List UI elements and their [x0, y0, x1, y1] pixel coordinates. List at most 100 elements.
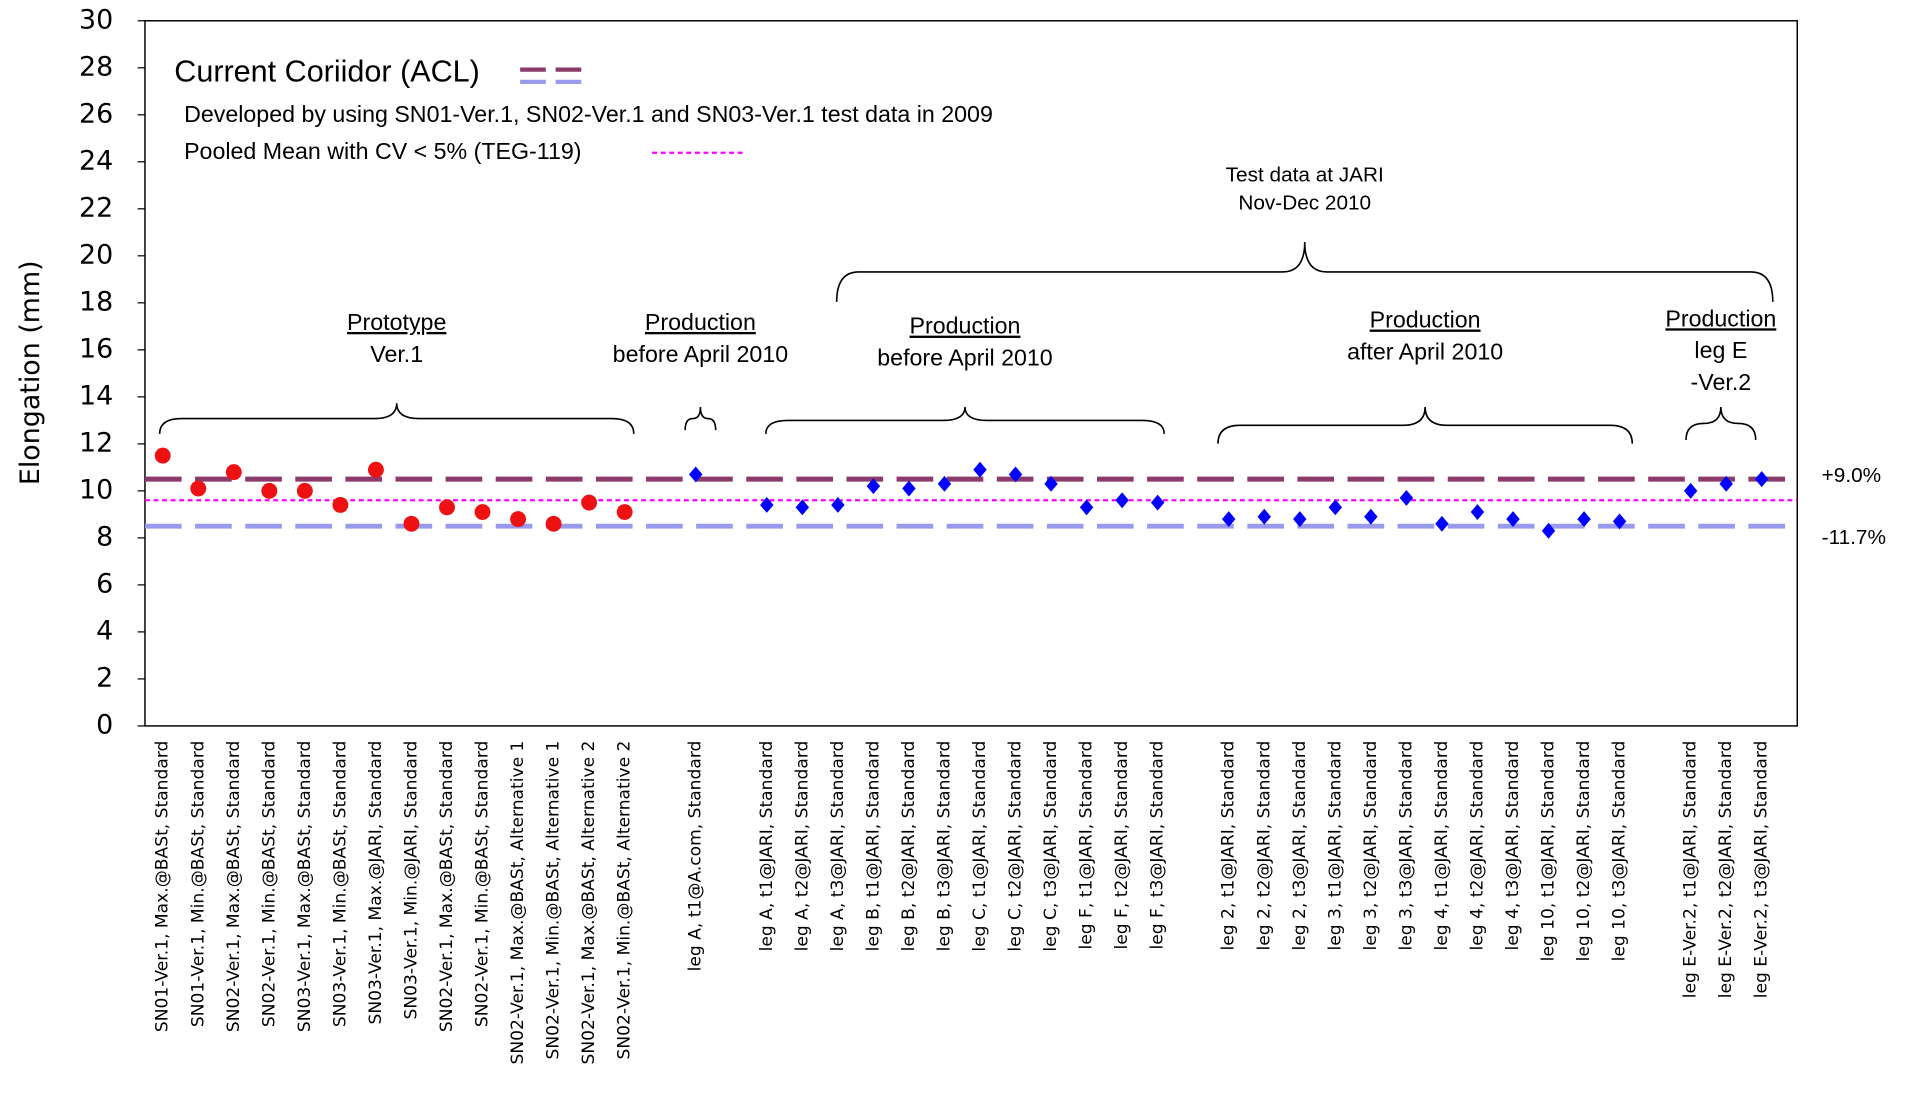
data-point: [190, 480, 207, 497]
x-tick-label: leg 3, t3@JARI, Standard: [1396, 741, 1416, 951]
data-point: [1754, 471, 1769, 488]
y-tick-label: 4: [96, 615, 113, 646]
y-tick-label: 24: [79, 145, 113, 176]
x-tick-label: leg E-Ver.2, t2@JARI, Standard: [1716, 741, 1736, 999]
brace: [765, 406, 1165, 434]
x-tick-label: leg C, t1@JARI, Standard: [970, 741, 990, 952]
x-tick-label: SN02-Ver.1, Min.@BASt, Alternative 1: [544, 741, 564, 1060]
x-tick-label: leg 2, t1@JARI, Standard: [1219, 741, 1239, 951]
legend-note: Developed by using SN01-Ver.1, SN02-Ver.…: [184, 101, 993, 127]
x-tick-label: leg 10, t2@JARI, Standard: [1574, 741, 1594, 962]
x-tick-label: SN03-Ver.1, Max.@JARI, Standard: [366, 741, 386, 1025]
annotation: Test data at JARI: [1226, 163, 1384, 186]
data-point: [1222, 511, 1236, 528]
y-tick-label: 8: [96, 521, 113, 552]
x-tick-label: leg 3, t2@JARI, Standard: [1361, 741, 1381, 951]
data-point: [1364, 508, 1378, 525]
x-tick-label: SN02-Ver.1, Min.@BASt, Alternative 2: [615, 741, 635, 1060]
x-tick-label: leg C, t3@JARI, Standard: [1041, 741, 1061, 952]
x-tick-label: SN02-Ver.1, Max.@BASt, Alternative 2: [579, 741, 599, 1065]
data-point: [616, 504, 633, 520]
data-point: [1541, 522, 1556, 539]
x-tick-label: leg 2, t2@JARI, Standard: [1254, 741, 1274, 951]
annotation: Production: [1665, 305, 1776, 331]
x-tick-label: leg 4, t3@JARI, Standard: [1503, 741, 1523, 951]
data-point: [439, 499, 455, 516]
data-point: [973, 461, 987, 478]
data-point: [367, 461, 384, 478]
brace: [158, 403, 635, 434]
brace: [835, 241, 1774, 302]
x-tick-label: leg E-Ver.2, t1@JARI, Standard: [1681, 741, 1701, 999]
annotation: before April 2010: [877, 344, 1052, 370]
y-tick-label: 14: [79, 380, 113, 411]
legend-label: Pooled Mean with CV < 5% (TEG-119): [184, 138, 581, 164]
data-point: [261, 482, 278, 499]
annotation: Ver.1: [370, 341, 423, 367]
y-tick-label: 12: [79, 427, 113, 458]
annotation: Nov-Dec 2010: [1238, 192, 1371, 215]
y-tick-label: 0: [96, 709, 113, 740]
x-tick-label: leg 2, t3@JARI, Standard: [1290, 741, 1310, 951]
x-tick-label: leg E-Ver.2, t3@JARI, Standard: [1752, 741, 1772, 999]
annotation: before April 2010: [613, 341, 788, 367]
x-tick-label: leg 4, t2@JARI, Standard: [1467, 741, 1487, 951]
x-tick-label: SN03-Ver.1, Min.@BASt, Standard: [330, 741, 350, 1028]
brace: [1685, 406, 1757, 440]
y-tick-label: 30: [79, 4, 113, 35]
annotation: Production: [645, 309, 756, 335]
x-tick-label: SN02-Ver.1, Max.@BASt, Standard: [224, 741, 244, 1033]
x-tick-label: leg F, t1@JARI, Standard: [1077, 741, 1097, 950]
data-point: [1328, 499, 1343, 516]
x-tick-label: leg A, t1@JARI, Standard: [757, 741, 777, 952]
data-point: [154, 447, 171, 464]
x-tick-label: SN02-Ver.1, Max.@BASt, Standard: [437, 741, 457, 1033]
corridor-label: -11.7%: [1822, 526, 1886, 549]
data-point: [1399, 489, 1414, 506]
y-tick-label: 22: [79, 192, 113, 223]
corridor-label: +9.0%: [1822, 464, 1881, 487]
data-point: [1150, 494, 1165, 511]
data-point: [1470, 504, 1485, 520]
x-tick-label: leg A, t3@JARI, Standard: [828, 741, 848, 952]
x-tick-label: SN03-Ver.1, Max.@BASt, Standard: [295, 741, 315, 1033]
data-point: [1683, 482, 1698, 499]
y-tick-label: 2: [96, 662, 113, 693]
annotation: -Ver.2: [1691, 369, 1752, 395]
x-tick-label: SN02-Ver.1, Max.@BASt, Alternative 1: [508, 741, 528, 1065]
annotation: Prototype: [347, 309, 446, 335]
y-tick-label: 20: [79, 239, 113, 270]
data-point: [545, 515, 562, 532]
x-tick-label: leg 4, t1@JARI, Standard: [1432, 741, 1452, 951]
data-point: [795, 499, 810, 516]
data-point: [510, 511, 527, 528]
x-tick-label: leg F, t2@JARI, Standard: [1112, 741, 1132, 950]
x-tick-label: leg A, t2@JARI, Standard: [792, 741, 812, 952]
data-point: [760, 497, 774, 513]
y-tick-label: 16: [79, 333, 113, 364]
brace: [1217, 406, 1634, 444]
x-tick-label: leg 10, t3@JARI, Standard: [1610, 741, 1630, 962]
y-tick-label: 10: [79, 474, 113, 505]
x-tick-label: leg B, t3@JARI, Standard: [934, 741, 954, 952]
x-tick-label: leg 10, t1@JARI, Standard: [1539, 741, 1559, 962]
data-point: [1008, 466, 1023, 483]
x-tick-label: SN03-Ver.1, Min.@JARI, Standard: [401, 741, 421, 1020]
x-tick-label: SN01-Ver.1, Max.@BASt, Standard: [153, 741, 173, 1033]
y-tick-label: 26: [79, 98, 113, 129]
data-point: [1079, 499, 1094, 516]
data-point: [296, 482, 313, 499]
y-axis-label: Elongation (mm): [15, 260, 46, 485]
data-point: [225, 464, 242, 481]
data-point: [831, 497, 845, 513]
y-tick-label: 6: [96, 568, 113, 599]
x-tick-label: SN01-Ver.1, Min.@BASt, Standard: [188, 741, 208, 1028]
data-point: [403, 515, 420, 532]
annotation: after April 2010: [1347, 338, 1503, 364]
data-point: [474, 504, 491, 520]
annotation: leg E: [1694, 337, 1747, 363]
y-tick-label: 18: [79, 286, 113, 317]
data-point: [1293, 511, 1307, 528]
x-tick-label: leg C, t2@JARI, Standard: [1006, 741, 1026, 952]
